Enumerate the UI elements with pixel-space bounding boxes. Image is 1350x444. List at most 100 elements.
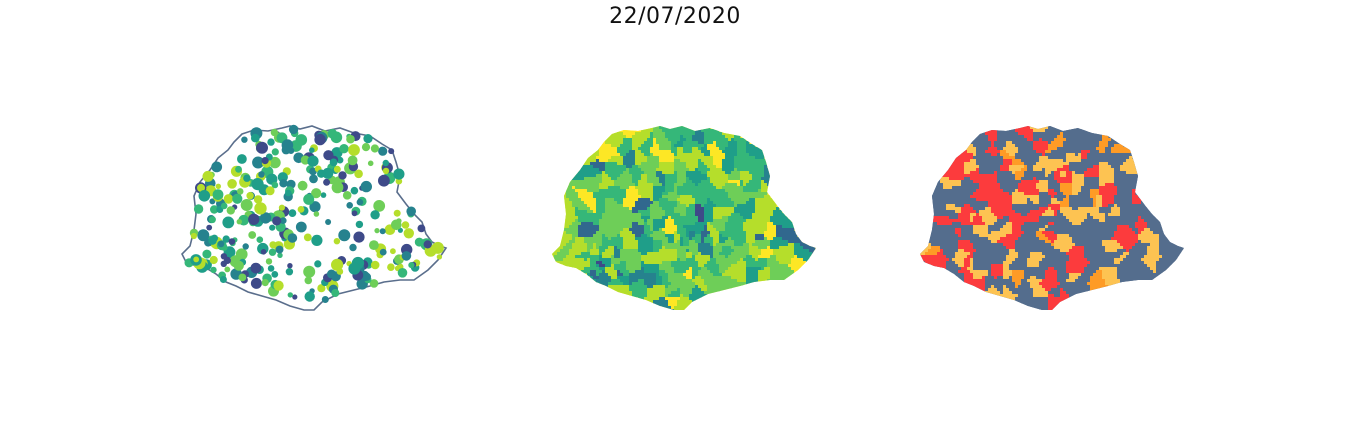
municipality-region xyxy=(662,252,666,256)
municipality-region xyxy=(716,243,720,247)
municipality-region xyxy=(632,294,636,298)
municipality-region xyxy=(632,213,636,217)
municipality-region xyxy=(638,282,642,286)
municipality-region xyxy=(1084,138,1088,142)
municipality-region xyxy=(704,189,708,193)
municipality-region xyxy=(674,132,678,136)
municipality-region xyxy=(1042,141,1046,145)
municipality-region xyxy=(569,219,573,223)
municipality-region xyxy=(677,219,681,223)
state-map-points xyxy=(181,124,448,311)
municipality-region xyxy=(680,270,684,274)
municipality-region xyxy=(695,213,699,217)
municipality-region xyxy=(683,249,687,253)
municipality-region xyxy=(716,264,720,268)
municipality-region xyxy=(629,279,633,283)
municipality-region xyxy=(572,174,576,178)
municipality-region xyxy=(617,288,621,292)
municipality-region xyxy=(563,216,567,220)
municipality-region xyxy=(668,231,672,235)
municipality-region xyxy=(1036,159,1040,163)
municipality-region xyxy=(782,255,786,259)
municipality-region xyxy=(665,186,669,190)
municipality-region xyxy=(617,129,621,133)
municipality-region xyxy=(626,171,630,175)
municipality-region xyxy=(683,156,687,160)
municipality-region xyxy=(740,180,744,184)
municipality-region xyxy=(686,246,690,250)
municipality-region xyxy=(611,138,615,142)
municipality-region xyxy=(719,291,723,295)
municipality-region xyxy=(1045,147,1049,151)
municipality-region xyxy=(569,222,573,226)
municipality-region xyxy=(587,174,591,178)
municipality-region xyxy=(1027,162,1031,166)
municipality-region xyxy=(773,225,777,229)
municipality-region xyxy=(1105,135,1109,139)
municipality-region xyxy=(788,243,792,247)
municipality-region xyxy=(572,243,576,247)
municipality-region xyxy=(629,201,633,205)
municipality-region xyxy=(560,249,564,253)
municipality-region xyxy=(1066,129,1070,133)
municipality-region xyxy=(650,138,654,142)
municipality-region xyxy=(599,147,603,151)
municipality-region xyxy=(626,246,630,250)
municipality-region xyxy=(587,216,591,220)
municipality-region xyxy=(596,240,600,244)
municipality-region xyxy=(629,270,633,274)
municipality-region xyxy=(770,240,774,244)
municipality-region xyxy=(614,198,618,202)
municipality-region xyxy=(593,228,597,232)
municipality-region xyxy=(761,243,765,247)
municipality-region xyxy=(626,234,630,238)
municipality-point xyxy=(228,238,236,245)
municipality-region xyxy=(722,276,726,280)
municipality-region xyxy=(716,279,720,283)
municipality-region xyxy=(704,168,708,172)
municipality-region xyxy=(641,228,645,232)
municipality-region xyxy=(686,132,690,136)
municipality-region xyxy=(662,171,666,175)
municipality-region xyxy=(617,195,621,199)
municipality-region xyxy=(767,189,771,193)
municipality-region xyxy=(638,261,642,265)
municipality-point xyxy=(309,201,321,213)
municipality-region xyxy=(764,189,768,193)
municipality-region xyxy=(1114,156,1118,160)
municipality-region xyxy=(674,192,678,196)
municipality-region xyxy=(1090,150,1094,154)
municipality-region xyxy=(737,195,741,199)
municipality-region xyxy=(704,255,708,259)
municipality-region xyxy=(614,168,618,172)
municipality-region xyxy=(737,243,741,247)
municipality-region xyxy=(701,144,705,148)
municipality-region xyxy=(578,189,582,193)
municipality-region xyxy=(764,219,768,223)
municipality-region xyxy=(584,162,588,166)
municipality-region xyxy=(1021,153,1025,157)
municipality-region xyxy=(719,138,723,142)
municipality-region xyxy=(725,165,729,169)
municipality-region xyxy=(605,210,609,214)
municipality-region xyxy=(617,255,621,259)
municipality-region xyxy=(602,180,606,184)
municipality-region xyxy=(692,138,696,142)
municipality-region xyxy=(728,147,732,151)
municipality-region xyxy=(755,279,759,283)
municipality-region xyxy=(1015,141,1019,145)
municipality-region xyxy=(638,171,642,175)
municipality-region xyxy=(758,231,762,235)
municipality-region xyxy=(626,135,630,139)
municipality-region xyxy=(647,285,651,289)
municipality-region xyxy=(1075,162,1079,166)
municipality-region xyxy=(728,231,732,235)
municipality-region xyxy=(725,192,729,196)
municipality-region xyxy=(617,252,621,256)
municipality-region xyxy=(629,246,633,250)
municipality-region xyxy=(602,138,606,142)
municipality-region xyxy=(1045,162,1049,166)
municipality-region xyxy=(635,204,639,208)
municipality-region xyxy=(563,264,567,268)
municipality-region xyxy=(668,174,672,178)
